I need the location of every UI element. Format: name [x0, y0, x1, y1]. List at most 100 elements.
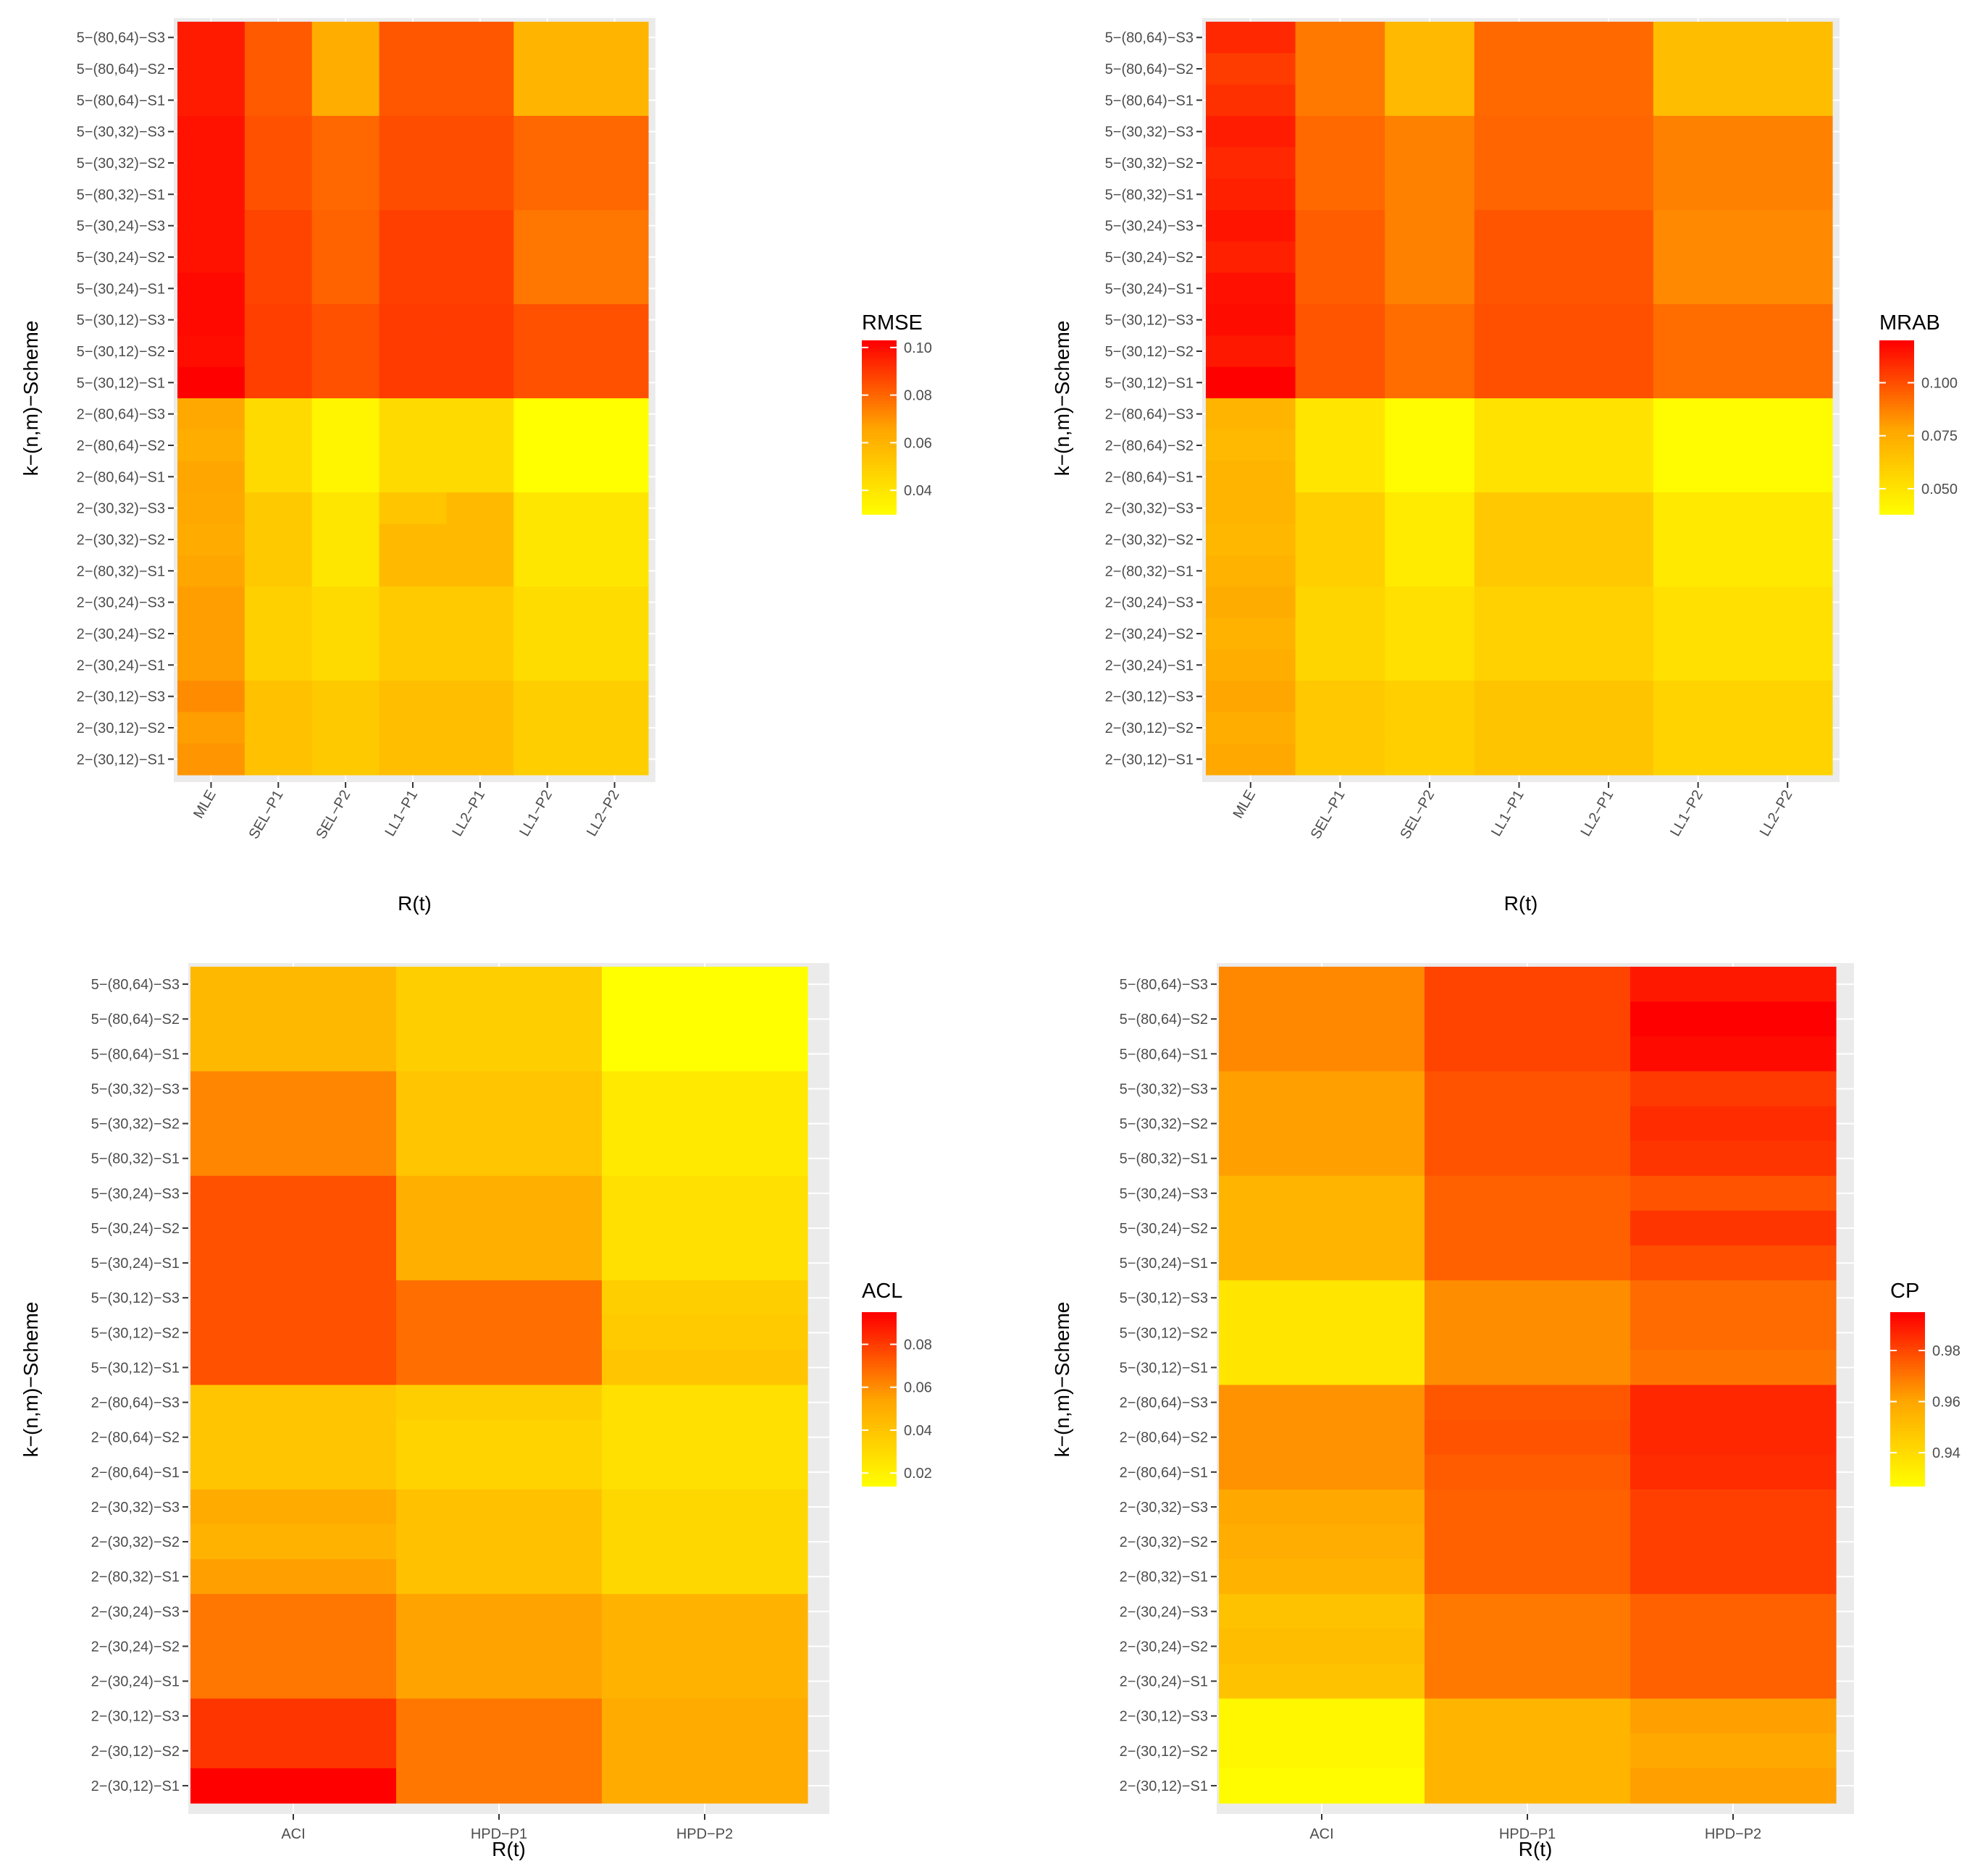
heatmap-cell	[190, 1419, 397, 1456]
y-tick-label: 5−(30,32)−S3	[77, 125, 165, 140]
y-tick-label: 2−(30,32)−S2	[91, 1534, 180, 1550]
heatmap-cell	[244, 461, 313, 493]
legend-color-step	[862, 346, 897, 350]
heatmap-cell	[1742, 461, 1833, 493]
heatmap-cell	[602, 1629, 808, 1665]
heatmap-cell	[513, 53, 582, 85]
heatmap-cell	[602, 1106, 808, 1142]
y-tick-label: 5−(80,64)−S2	[1105, 62, 1194, 77]
heatmap-cell	[396, 1629, 603, 1665]
heatmap-cell	[379, 555, 448, 587]
x-tick-label: SEL−P1	[246, 788, 287, 842]
legend-color-step	[862, 361, 897, 364]
heatmap-cell	[1385, 22, 1475, 54]
heatmap-cell	[1385, 241, 1475, 274]
heatmap-cell	[1564, 178, 1654, 211]
heatmap-cell	[1206, 587, 1296, 618]
heatmap-cell	[602, 1036, 808, 1072]
heatmap-cell	[513, 461, 582, 493]
legend-color-step	[862, 372, 897, 376]
heatmap-cell	[379, 147, 448, 180]
heatmap-cell	[311, 210, 380, 242]
legend-color-step	[862, 1327, 897, 1330]
heatmap-cell	[396, 1246, 603, 1281]
heatmap-cell	[581, 366, 649, 399]
y-tick-label: 5−(30,24)−S2	[1105, 250, 1194, 266]
heatmap-cell	[1219, 967, 1425, 1002]
heatmap-cell	[379, 335, 448, 368]
heatmap-cell	[396, 1559, 603, 1595]
legend-color-step	[1890, 1312, 1925, 1316]
heatmap-cell	[1630, 1663, 1837, 1700]
legend-color-step	[1879, 439, 1914, 442]
legend-tick-label: 0.02	[904, 1466, 932, 1482]
heatmap-cell	[1219, 1559, 1425, 1595]
legend-color-step	[862, 482, 897, 486]
heatmap-cell	[1742, 681, 1833, 713]
y-tick-label: 5−(30,12)−S2	[1120, 1325, 1208, 1341]
y-tick-label: 5−(30,12)−S3	[1120, 1290, 1208, 1306]
heatmap-cell	[513, 587, 582, 618]
x-tick-label: LL2−P2	[584, 788, 623, 839]
heatmap-cell	[244, 335, 313, 368]
heatmap-cell	[396, 1385, 603, 1421]
heatmap-cell	[244, 681, 313, 713]
heatmap-cell	[602, 967, 808, 1002]
heatmap-cell	[1206, 555, 1296, 587]
legend-color-step	[1879, 413, 1914, 416]
heatmap-cell	[379, 524, 448, 556]
heatmap-cell	[513, 335, 582, 368]
heatmap-cell	[1219, 1454, 1425, 1490]
heatmap-cell	[1474, 681, 1564, 713]
heatmap-cell	[396, 1350, 603, 1386]
legend-color-step	[1879, 485, 1914, 489]
y-tick-label: 2−(30,12)−S3	[91, 1709, 180, 1725]
legend-color-step	[862, 1353, 897, 1356]
heatmap-cell	[1385, 366, 1475, 399]
x-tick-label: MLE	[190, 788, 219, 822]
legend-color-step	[1890, 1463, 1925, 1466]
heatmap-cell	[1474, 712, 1564, 744]
y-tick-label: 2−(30,24)−S3	[91, 1604, 180, 1620]
legend-color-step	[862, 1344, 897, 1348]
y-tick-label: 2−(30,24)−S3	[1120, 1604, 1208, 1620]
legend-color-step	[1890, 1390, 1925, 1394]
legend-color-step	[862, 1356, 897, 1359]
legend-color-step	[862, 1454, 897, 1458]
heatmap-cell	[190, 1315, 397, 1351]
legend-color-step	[1890, 1405, 1925, 1408]
heatmap-cell	[1385, 178, 1475, 211]
heatmap-cell	[1742, 116, 1833, 148]
heatmap-cell	[1630, 967, 1837, 1002]
heatmap-cell	[396, 1280, 603, 1316]
heatmap-cell	[1295, 335, 1385, 368]
legend-color-step	[1890, 1341, 1925, 1345]
heatmap-cell	[1295, 461, 1385, 493]
legend-color-step	[862, 1414, 897, 1417]
heatmap-cell	[190, 1280, 397, 1316]
heatmap-cell	[379, 681, 448, 713]
heatmap-cell	[1295, 116, 1385, 148]
heatmap-cell	[190, 1210, 397, 1246]
legend-color-step	[862, 375, 897, 379]
heatmap-cell	[1630, 1629, 1837, 1665]
legend-color-step	[1890, 1442, 1925, 1446]
legend-color-step	[1879, 445, 1914, 448]
legend-title: RMSE	[862, 311, 923, 335]
heatmap-cell	[1425, 1210, 1631, 1246]
heatmap-cell	[602, 1419, 808, 1456]
heatmap-cell	[244, 398, 313, 430]
heatmap-cell	[602, 1663, 808, 1700]
heatmap-cell	[1295, 712, 1385, 744]
heatmap-cell	[1630, 1733, 1837, 1769]
legend-color-step	[862, 1480, 897, 1484]
legend-color-step	[862, 1451, 897, 1455]
legend-tick-label: 0.06	[904, 1380, 932, 1396]
heatmap-cell	[1474, 304, 1564, 336]
heatmap-cell	[396, 1594, 603, 1629]
y-tick-label: 2−(30,24)−S1	[1120, 1674, 1208, 1690]
heatmap-cell	[177, 712, 246, 744]
legend-color-step	[1890, 1460, 1925, 1463]
heatmap-cell	[1385, 53, 1475, 85]
heatmap-cell	[311, 618, 380, 650]
